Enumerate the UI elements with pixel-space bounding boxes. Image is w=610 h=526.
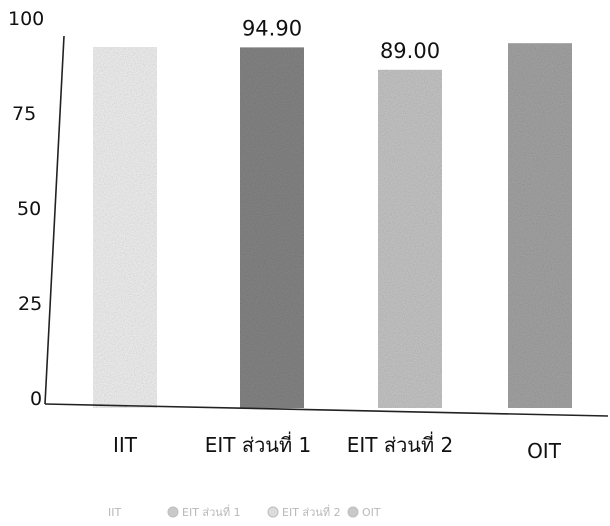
category-labels: IIT EIT ส่วนที่ 1 EIT ส่วนที่ 2 OIT xyxy=(113,431,562,463)
category-label: EIT ส่วนที่ 1 xyxy=(205,431,311,457)
bar-1 xyxy=(93,47,157,408)
y-axis-line xyxy=(44,35,65,405)
category-label: IIT xyxy=(113,433,138,457)
bar-4 xyxy=(508,43,572,408)
data-label: 89.00 xyxy=(380,39,440,63)
y-tick-label: 0 xyxy=(30,388,42,410)
y-tick-label: 75 xyxy=(12,103,36,125)
y-tick-label: 100 xyxy=(8,8,44,30)
bar-2 xyxy=(240,47,304,408)
legend-swatch xyxy=(167,506,179,518)
data-labels: 94.90 89.00 xyxy=(242,16,440,62)
y-tick-labels: 0 25 50 75 100 xyxy=(8,8,44,410)
bar-3 xyxy=(378,69,442,409)
legend: IIT EIT ส่วนที่ 1 EIT ส่วนที่ 2 OIT xyxy=(108,504,381,519)
y-tick-label: 25 xyxy=(18,293,42,315)
legend-label: IIT xyxy=(108,506,121,519)
legend-label: OIT xyxy=(362,506,381,519)
legend-swatch xyxy=(347,506,359,518)
data-label: 94.90 xyxy=(242,16,302,40)
category-label: OIT xyxy=(527,439,562,463)
bars-layer xyxy=(93,43,572,409)
x-axis-line xyxy=(44,403,609,417)
y-tick-label: 50 xyxy=(17,198,41,220)
legend-label: EIT ส่วนที่ 1 xyxy=(182,504,241,519)
legend-swatch xyxy=(267,506,279,518)
legend-label: EIT ส่วนที่ 2 xyxy=(282,504,341,519)
category-label: EIT ส่วนที่ 2 xyxy=(347,431,453,457)
